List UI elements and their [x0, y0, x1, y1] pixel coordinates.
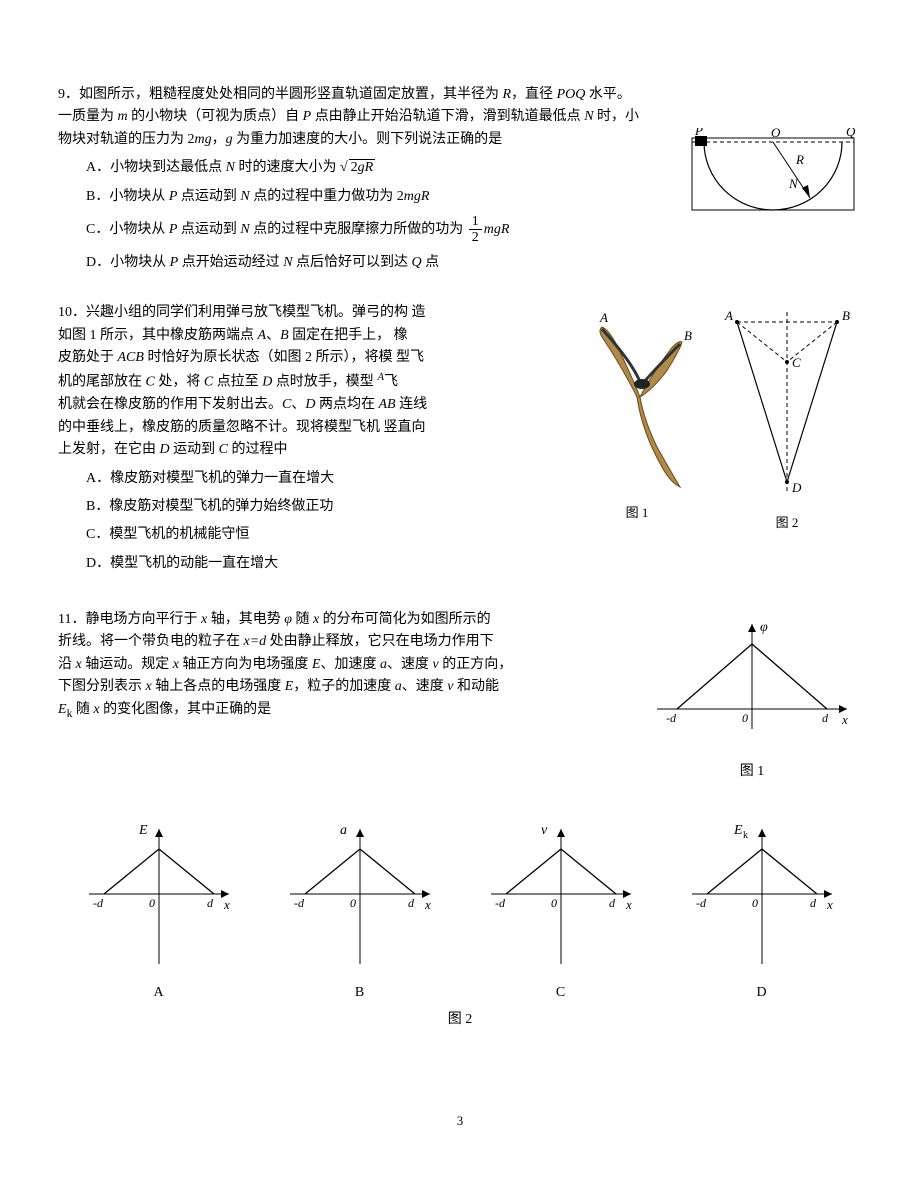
- svg-text:Q: Q: [846, 128, 856, 139]
- q10-optB: B．橡皮筋对模型飞机的弹力始终做正功: [86, 496, 552, 518]
- q11-graph-B: a -d 0 d x B: [280, 814, 440, 1005]
- svg-text:d: d: [408, 896, 415, 910]
- q11-graph-C: v -d 0 d x C: [481, 814, 641, 1005]
- svg-text:x: x: [841, 712, 848, 727]
- svg-text:-d: -d: [294, 896, 305, 910]
- q10-fig2: A B C D 图 2: [712, 302, 862, 534]
- svg-text:P: P: [694, 128, 703, 138]
- svg-text:0: 0: [149, 896, 155, 910]
- q10-text: 10．兴趣小组的同学们利用弹弓放飞模型飞机。弹弓的构 造 如图 1 所示，其中橡…: [58, 302, 552, 581]
- svg-text:-d: -d: [93, 896, 104, 910]
- sqrt-2gR: √2gR: [340, 157, 375, 179]
- svg-text:0: 0: [752, 896, 758, 910]
- svg-text:-d: -d: [666, 711, 677, 725]
- svg-text:d: d: [822, 711, 829, 725]
- q11-graph-D: E k -d 0 d x D: [682, 814, 842, 1005]
- svg-text:B: B: [842, 308, 850, 323]
- svg-text:x: x: [223, 897, 230, 912]
- svg-text:x: x: [826, 897, 833, 912]
- q11-text: 11．静电场方向平行于 x 轴，其电势 φ 随 x 的分布可简化为如图所示的 折…: [58, 609, 642, 784]
- q10-figures: A B 图 1 A B: [562, 302, 862, 581]
- q11-cap2: 图 2: [58, 1009, 862, 1031]
- svg-text:-d: -d: [696, 896, 707, 910]
- svg-text:0: 0: [350, 896, 356, 910]
- svg-text:E: E: [138, 823, 148, 838]
- q9-optD: D．小物块从 P 点开始运动经过 N 点后恰好可以到达 Q 点: [86, 252, 862, 274]
- frac-half: 12: [469, 214, 482, 246]
- page-number: 3: [58, 1111, 862, 1132]
- svg-text:d: d: [609, 896, 616, 910]
- question-9: 9．如图所示，粗糙程度处处相同的半圆形竖直轨道固定放置，其半径为 R，直径 PO…: [58, 84, 862, 274]
- svg-text:N: N: [788, 176, 799, 191]
- q10-fig1: A B 图 1: [562, 302, 712, 524]
- svg-text:d: d: [207, 896, 214, 910]
- svg-text:A: A: [724, 308, 733, 323]
- svg-text:D: D: [791, 480, 802, 495]
- svg-text:φ: φ: [760, 620, 768, 635]
- svg-text:a: a: [340, 823, 347, 838]
- svg-text:-d: -d: [495, 896, 506, 910]
- svg-text:B: B: [684, 328, 692, 343]
- svg-text:k: k: [743, 830, 748, 841]
- svg-text:A: A: [599, 310, 608, 325]
- q9-optC: C．小物块从 P 点运动到 N 点的过程中克服摩擦力所做的功为 12mgR: [86, 214, 862, 246]
- q11-option-graphs: E -d 0 d x A a -d 0 d x B: [58, 814, 862, 1005]
- svg-text:0: 0: [742, 711, 748, 725]
- q10-optA: A．橡皮筋对模型飞机的弹力一直在增大: [86, 468, 552, 490]
- q11-fig1: φ -d 0 d x 图 1: [642, 609, 862, 784]
- svg-text:0: 0: [551, 896, 557, 910]
- q9-number: 9．: [58, 87, 79, 102]
- svg-text:v: v: [541, 823, 548, 838]
- svg-text:R: R: [795, 152, 804, 167]
- q9-figure: P O Q R N: [684, 128, 862, 216]
- svg-text:x: x: [424, 897, 431, 912]
- svg-text:E: E: [733, 823, 743, 838]
- svg-text:C: C: [792, 355, 801, 370]
- q10-optC: C．模型飞机的机械能守恒: [86, 524, 552, 546]
- question-10: 10．兴趣小组的同学们利用弹弓放飞模型飞机。弹弓的构 造 如图 1 所示，其中橡…: [58, 302, 862, 581]
- q10-number: 10．: [58, 305, 86, 320]
- question-11: 11．静电场方向平行于 x 轴，其电势 φ 随 x 的分布可简化为如图所示的 折…: [58, 609, 862, 1031]
- svg-text:d: d: [810, 896, 817, 910]
- q11-graph-A: E -d 0 d x A: [79, 814, 239, 1005]
- svg-text:O: O: [771, 128, 781, 140]
- q10-optD: D．模型飞机的动能一直在增大: [86, 553, 552, 575]
- q11-number: 11．: [58, 612, 85, 627]
- svg-text:x: x: [625, 897, 632, 912]
